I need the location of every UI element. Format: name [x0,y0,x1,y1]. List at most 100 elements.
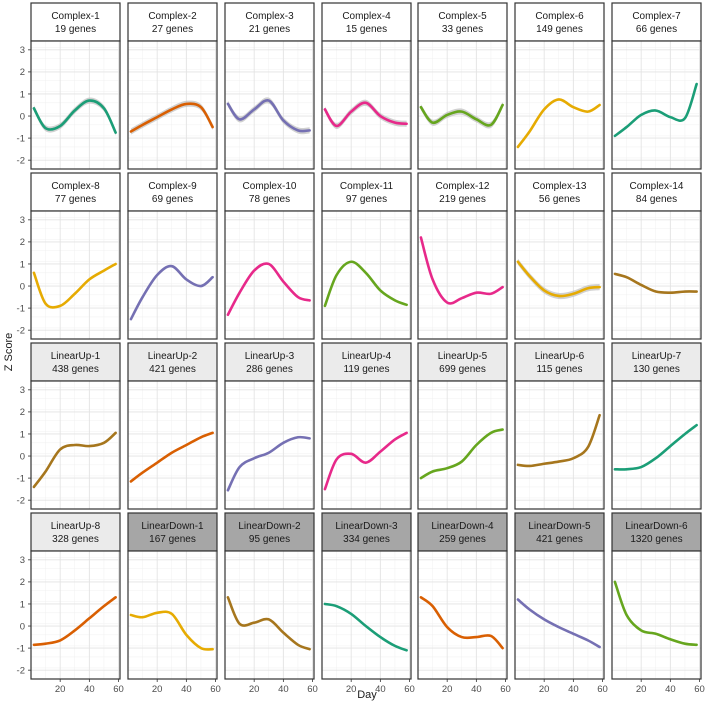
facet-gene-count: 286 genes [246,364,293,375]
panel-border [321,380,412,510]
panel-border [224,550,315,680]
panel-background [322,551,411,679]
y-tick-label: 1 [20,429,25,440]
x-tick-label: 20 [346,684,357,695]
trend-line [613,272,698,294]
trend-line [419,596,504,650]
facet-gene-count: 259 genes [439,534,486,545]
facet-strip [611,512,702,552]
facet-gene-count: 33 genes [442,24,483,35]
x-axis-title: Day [357,689,377,701]
trend-line [32,596,117,647]
facet-strip [321,512,412,552]
facet-strip [30,2,121,42]
panel-background [515,381,604,509]
trend-line [323,101,408,128]
facet-lineardown-3: LinearDown-3 334 genes 20 40 60 [321,512,415,695]
facet-complex-11: Complex-11 97 genes [321,172,412,340]
facet-title: Complex-4 [342,11,391,22]
facet-strip [30,512,121,552]
facet-complex-5: Complex-5 33 genes [417,2,508,170]
facet-gene-count: 15 genes [346,24,387,35]
facet-strip [514,512,605,552]
facet-linearup-4: LinearUp-4 119 genes [321,342,412,510]
panel-border [611,550,702,680]
x-tick-label: 60 [210,684,221,695]
facet-strip [30,342,121,382]
confidence-band [130,100,213,135]
y-tick-label: 3 [20,385,25,396]
facet-title: Complex-8 [51,181,100,192]
trend-line [516,598,601,649]
y-tick-label: 2 [20,407,25,418]
panel-border [321,40,412,170]
y-tick-label: 2 [20,237,25,248]
panel-background [418,381,507,509]
panel-background [612,381,701,509]
facet-gene-count: 95 genes [249,534,290,545]
y-tick-label: -2 [17,325,25,336]
panel-border [417,380,508,510]
y-tick-label: -2 [17,155,25,166]
facet-strip [224,172,315,212]
trend-line [419,103,504,127]
panel-border [611,210,702,340]
y-tick-label: -2 [17,665,25,676]
facet-title: LinearDown-2 [238,521,301,532]
y-tick-label: 0 [20,111,25,122]
panel-border [30,210,121,340]
x-tick-label: 20 [249,684,260,695]
facet-linearup-1: LinearUp-1 438 genes -2 -1 0 1 2 3 [17,342,121,510]
facet-gene-count: 84 genes [636,194,677,205]
facet-title: LinearDown-1 [141,521,204,532]
trend-line [613,580,698,647]
facet-title: LinearUp-6 [535,351,585,362]
panel-border [224,380,315,510]
panel-background [31,211,120,339]
facet-gene-count: 78 genes [249,194,290,205]
trend-line [226,435,311,492]
x-tick-label: 40 [568,684,579,695]
trend-line [129,610,214,651]
panel-background [612,211,701,339]
trend-line [129,264,214,321]
x-tick-label: 20 [152,684,163,695]
facet-complex-4: Complex-4 15 genes [321,2,412,170]
facet-gene-count: 167 genes [149,534,196,545]
facet-title: Complex-6 [535,11,584,22]
panel-border [514,40,605,170]
facet-title: Complex-11 [340,181,394,192]
x-tick-label: 20 [55,684,66,695]
panel-background [225,41,314,169]
facet-strip [514,2,605,42]
y-tick-label: 3 [20,215,25,226]
confidence-band [324,99,407,130]
y-tick-label: 2 [20,577,25,588]
x-tick-label: 40 [665,684,676,695]
facet-complex-8: Complex-8 77 genes -2 -1 0 1 2 3 [17,172,121,340]
y-tick-label: 3 [20,555,25,566]
facet-title: Complex-12 [436,181,490,192]
facet-strip [224,2,315,42]
facet-gene-count: 97 genes [346,194,387,205]
y-tick-label: -2 [17,495,25,506]
facet-strip [321,2,412,42]
facet-gene-count: 421 genes [149,364,196,375]
facet-title: LinearUp-4 [342,351,392,362]
facet-gene-count: 130 genes [633,364,680,375]
panel-background [31,41,120,169]
trend-line [323,260,408,308]
facet-linearup-7: LinearUp-7 130 genes [611,342,702,510]
panel-border [127,380,218,510]
y-tick-label: 0 [20,621,25,632]
trend-line [32,431,117,489]
x-tick-label: 60 [113,684,124,695]
trend-line [32,262,117,309]
x-tick-label: 40 [471,684,482,695]
facet-linearup-2: LinearUp-2 421 genes [127,342,218,510]
facet-strip [611,172,702,212]
facet-gene-count: 21 genes [249,24,290,35]
trend-line [129,431,214,483]
facet-gene-count: 119 genes [344,364,390,375]
